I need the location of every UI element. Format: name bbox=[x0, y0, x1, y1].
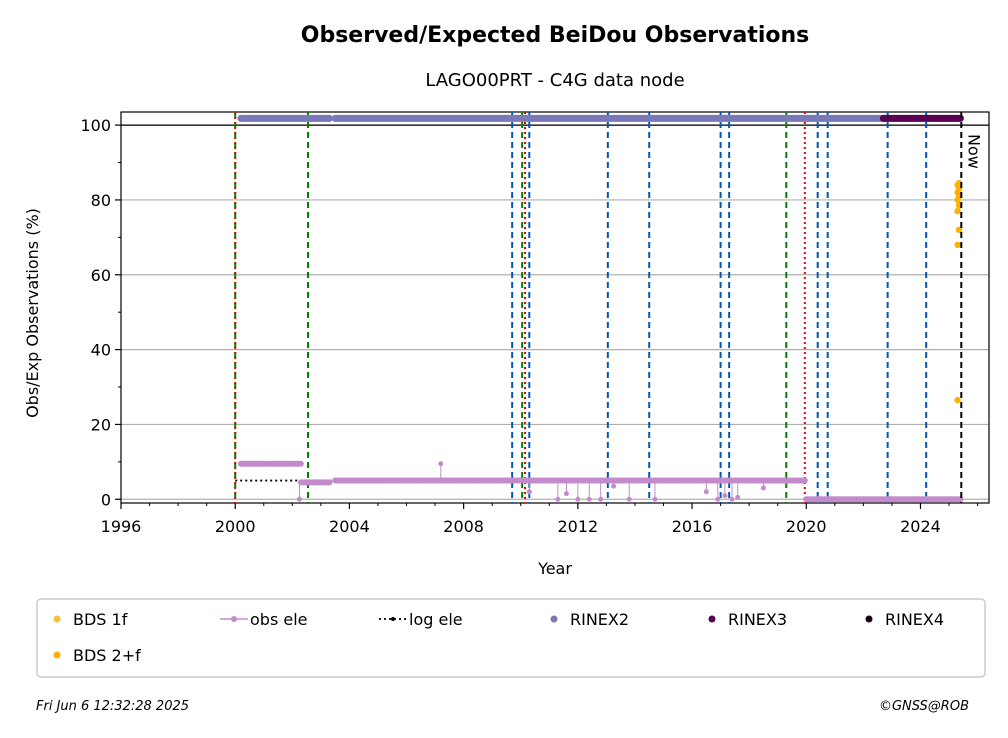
bds2f-point bbox=[954, 241, 961, 249]
plot-area: Now 1996 2000 2004 2008 2012 2016 2020 2024 0 20 40… bbox=[80, 111, 990, 536]
x-tick-label: 2008 bbox=[443, 517, 484, 536]
obs-ele-point bbox=[296, 496, 302, 502]
y-tick-label: 80 bbox=[91, 191, 111, 210]
obs-ele-point bbox=[586, 496, 592, 502]
legend-marker bbox=[391, 617, 395, 621]
legend-marker bbox=[708, 615, 716, 623]
legend-marker bbox=[550, 615, 558, 623]
obs-ele-point bbox=[598, 496, 604, 502]
x-axis-label: Year bbox=[537, 559, 572, 578]
obs-ele-point bbox=[438, 461, 444, 467]
legend-label: BDS 2+f bbox=[73, 646, 141, 665]
legend-marker bbox=[53, 615, 61, 623]
legend-marker bbox=[53, 651, 61, 659]
obs-ele-point bbox=[735, 494, 741, 500]
obs-ele-point bbox=[611, 483, 617, 489]
y-tick-label: 40 bbox=[91, 341, 111, 360]
y-tick-label: 100 bbox=[80, 116, 111, 135]
obs-ele-point bbox=[563, 491, 569, 497]
legend-label: obs ele bbox=[250, 610, 308, 629]
obs-ele-point bbox=[760, 485, 766, 491]
obs-ele-point bbox=[626, 496, 632, 502]
x-tick-label: 2024 bbox=[900, 517, 941, 536]
footer-copyright: ©GNSS@ROB bbox=[879, 699, 969, 714]
obs-ele-point bbox=[652, 496, 658, 502]
plot-frame bbox=[120, 111, 990, 504]
bds2f-point bbox=[955, 226, 963, 234]
legend-marker bbox=[231, 616, 237, 622]
legend-label: BDS 1f bbox=[73, 610, 128, 629]
obs-ele-point bbox=[526, 489, 532, 495]
obs-ele-point bbox=[729, 496, 735, 502]
y-axis-label: Obs/Exp Observations (%) bbox=[23, 208, 42, 418]
obs-ele-point bbox=[715, 496, 721, 502]
obs-ele-point bbox=[555, 496, 561, 502]
x-tick-label: 1996 bbox=[101, 517, 142, 536]
y-tick-label: 0 bbox=[101, 490, 111, 509]
legend-label: log ele bbox=[409, 610, 463, 629]
x-tick-label: 2004 bbox=[329, 517, 370, 536]
obs-ele-point bbox=[703, 489, 709, 495]
x-tick-label: 2016 bbox=[672, 517, 713, 536]
bds2f-point bbox=[954, 396, 961, 404]
legend-box bbox=[36, 598, 986, 678]
chart-title: Observed/Expected BeiDou Observations bbox=[301, 23, 810, 48]
legend-label: RINEX4 bbox=[885, 610, 944, 629]
y-tick-label: 20 bbox=[91, 415, 111, 434]
legend-label: RINEX3 bbox=[728, 610, 787, 629]
obs-ele-point bbox=[722, 493, 728, 499]
y-tick-label: 60 bbox=[91, 266, 111, 285]
now-label: Now bbox=[964, 134, 983, 169]
x-tick-label: 2012 bbox=[557, 517, 598, 536]
legend-label: RINEX2 bbox=[570, 610, 629, 629]
legend-marker bbox=[865, 615, 873, 623]
x-tick-label: 2000 bbox=[215, 517, 256, 536]
x-tick-label: 2020 bbox=[786, 517, 827, 536]
bds2f-point bbox=[954, 207, 961, 215]
chart-subtitle: LAGO00PRT - C4G data node bbox=[425, 70, 684, 91]
obs-ele-point bbox=[575, 496, 581, 502]
legend: BDS 1f obs ele log ele RINEX2 RINEX3 RINEX4 BD… bbox=[36, 598, 986, 678]
footer-timestamp: Fri Jun 6 12:32:28 2025 bbox=[36, 699, 189, 714]
